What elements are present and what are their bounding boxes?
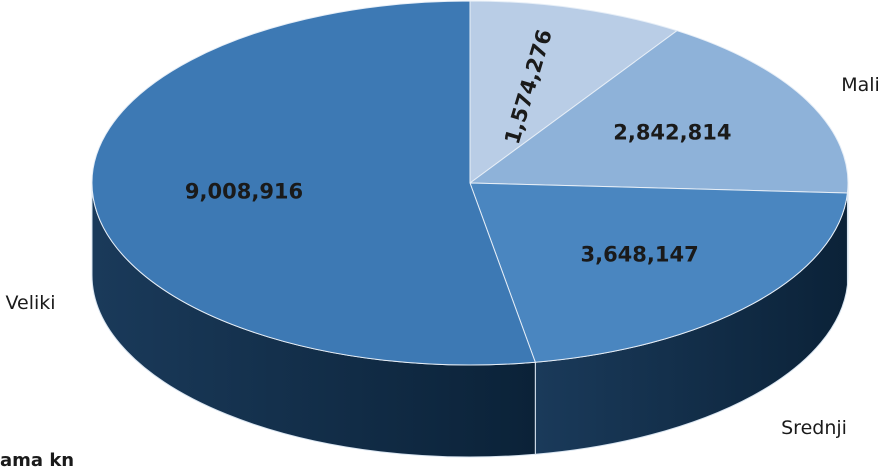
value-label-srednji: 3,648,147 (580, 242, 698, 266)
slice-mikro (469, 0, 679, 184)
slice-srednji (469, 182, 848, 363)
category-label-srednji: Srednji (781, 417, 847, 439)
slice-veliki (91, 0, 536, 366)
unit-label: ama kn (0, 450, 75, 471)
slice-mali (468, 30, 849, 194)
category-label-veliki: Veliki (6, 292, 56, 314)
value-label-mali: 2,842,814 (613, 121, 731, 145)
value-label-veliki: 9,008,916 (185, 179, 303, 203)
category-label-mali: Mali (841, 74, 880, 96)
